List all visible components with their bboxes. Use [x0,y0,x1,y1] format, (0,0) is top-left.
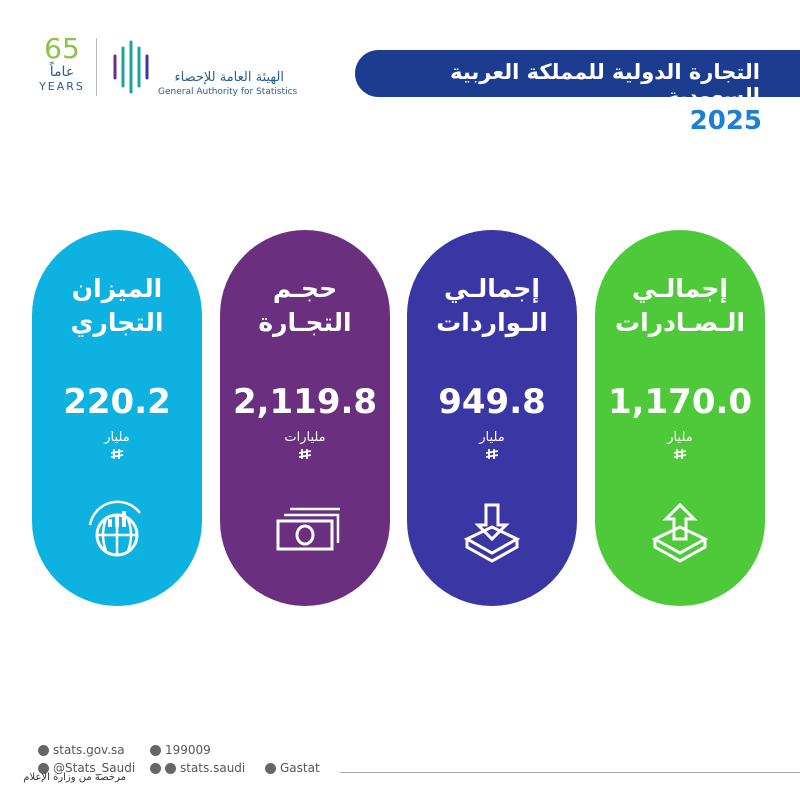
stat-card: حجـم التجـارة 2,119.8 مليارات [220,230,390,606]
card-label-line: التجاري [70,308,164,337]
card-icon [270,495,346,569]
card-icon [82,495,152,569]
stat-card: إجمالـي الـصـادرات 1,170.0 مليار [595,230,765,606]
card-unit: مليار [479,430,505,445]
org-ar: الهيئة العامة للإحصاء [174,70,284,85]
card-unit-row: مليار [32,430,202,465]
card-label: الميزان التجاري [32,272,202,340]
logo-years-ar: عاماً [49,64,75,80]
divider [96,38,97,96]
card-label-line: إجمالـي [632,274,728,303]
card-label-line: الـواردات [436,308,548,337]
social: stats.saudi [150,761,245,775]
card-value: 2,119.8 [232,382,378,422]
card-unit: مليار [104,430,130,445]
riyal-symbol [298,449,312,465]
card-label-line: الـصـادرات [615,308,745,337]
card-label: إجمالـي الـواردات [407,272,577,340]
card-unit: مليارات [284,430,326,445]
logo-65: 65 عاماً YEARS [36,32,88,94]
card-unit-row: مليارات [220,430,390,465]
watermark: مرخصة من وزارة الإعلام [23,772,126,783]
card-value: 1,170.0 [607,382,753,422]
twitter-text: @Stats_Saudi [53,761,136,775]
logo-years-en: YEARS [39,80,85,93]
stat-card: إجمالـي الـواردات 949.8 مليار [407,230,577,606]
logo-number: 65 [44,32,80,65]
linkedin: Gastat [265,761,320,775]
phone: 199009 [150,743,211,757]
title-bar [355,50,800,97]
org-en: General Authority for Statistics [158,87,298,97]
card-label: إجمالـي الـصـادرات [595,272,765,340]
social-text: stats.saudi [180,761,246,775]
card-unit-row: مليار [407,430,577,465]
footer-line [340,772,800,773]
card-label-line: التجـارة [258,308,352,337]
twitter: @Stats_Saudi [38,761,135,775]
title: التجارة الدولية للمملكة العربية السعودية [450,60,760,108]
card-value: 220.2 [63,382,171,422]
card-label-line: حجـم [272,274,338,303]
card-label: حجـم التجـارة [220,272,390,340]
card-unit: مليار [667,430,693,445]
card-value: 949.8 [438,382,546,422]
card-label-line: إجمالـي [444,274,540,303]
website-text: stats.gov.sa [53,743,125,757]
card-icon [457,495,527,569]
year: 2025 [689,106,762,136]
stat-card: الميزان التجاري 220.2 مليار [32,230,202,606]
linkedin-text: Gastat [280,761,320,775]
card-unit-row: مليار [595,430,765,465]
phone-text: 199009 [165,743,211,757]
riyal-symbol [673,449,687,465]
riyal-symbol [485,449,499,465]
card-icon [645,495,715,569]
card-label-line: الميزان [71,274,163,303]
gastat-logo [113,40,149,94]
website: stats.gov.sa [38,743,125,757]
riyal-symbol [110,449,124,465]
